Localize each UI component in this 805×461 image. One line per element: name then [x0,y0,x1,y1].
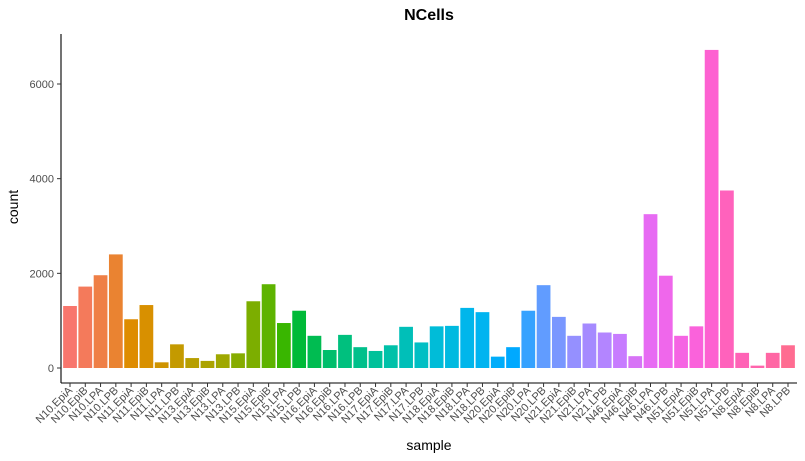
y-tick-label: 6000 [30,79,54,91]
bar-N10.LPB [108,254,123,368]
bar-N20.EpiA [490,356,505,368]
bar-N51.LPB [720,190,734,368]
bar-N21.LPA [582,323,597,368]
y-tick-label: 2000 [30,268,54,280]
bar-N21.EpiA [551,316,566,368]
bar-N20.EpiB [506,347,520,368]
bar-N18.EpiA [429,326,444,368]
y-tick-label: 4000 [30,174,54,186]
bar-N51.EpiB [689,326,704,368]
bar-N8.LPA [765,352,780,368]
bar-N21.LPB [597,332,612,368]
chart-title: NCells [404,7,454,24]
bar-N16.LPB [353,347,368,368]
bar-N18.LPB [475,312,490,368]
bar-N8.EpiB [750,365,765,368]
bar-N11.LPB [170,344,184,368]
bar-N16.EpiA [307,335,322,368]
bar-N10.EpiB [78,286,93,368]
bar-N51.EpiA [674,335,688,368]
bar-N13.LPA [215,354,230,368]
bar-N18.EpiB [445,325,459,368]
bar-N10.EpiA [63,305,77,368]
y-axis-title: count [5,190,21,224]
bar-N8.EpiA [735,352,750,368]
bar-N46.LPA [643,214,658,368]
bar-N46.LPB [658,275,673,368]
bar-N15.LPA [277,323,291,368]
bar-N13.LPB [231,353,245,368]
bar-N11.LPA [154,362,169,368]
bar-N17.LPA [399,326,413,368]
bar-N11.EpiB [139,305,154,368]
bar-N16.EpiB [322,350,337,368]
bar-N51.LPA [704,49,719,369]
bar-N15.EpiB [261,284,276,368]
bar-N17.EpiB [383,345,398,368]
bar-N46.EpiA [613,333,627,368]
bar-N17.LPB [414,342,429,368]
y-axis: 0 2000 4000 6000 [30,34,62,383]
bar-N17.EpiA [368,350,383,368]
bar-N13.EpiA [185,358,200,368]
bars-group [63,49,795,369]
x-axis: N10.EpiAN10.EpiBN10.LPAN10.LPBN11.EpiAN1… [34,382,797,426]
bar-N15.LPB [292,310,307,368]
bar-N46.EpiB [628,356,643,368]
bar-N21.EpiB [567,335,581,368]
bar-N13.EpiB [200,360,215,368]
bar-N15.EpiA [246,301,261,368]
bar-N8.LPB [781,345,795,368]
bar-N18.LPA [460,307,475,368]
y-tick-label: 0 [48,363,54,375]
bar-N10.LPA [93,275,108,368]
bar-N20.LPA [521,310,536,368]
bar-N11.EpiA [124,319,138,368]
bar-N20.LPB [536,285,551,368]
bar-N16.LPA [338,334,352,368]
x-axis-title: sample [406,437,451,453]
